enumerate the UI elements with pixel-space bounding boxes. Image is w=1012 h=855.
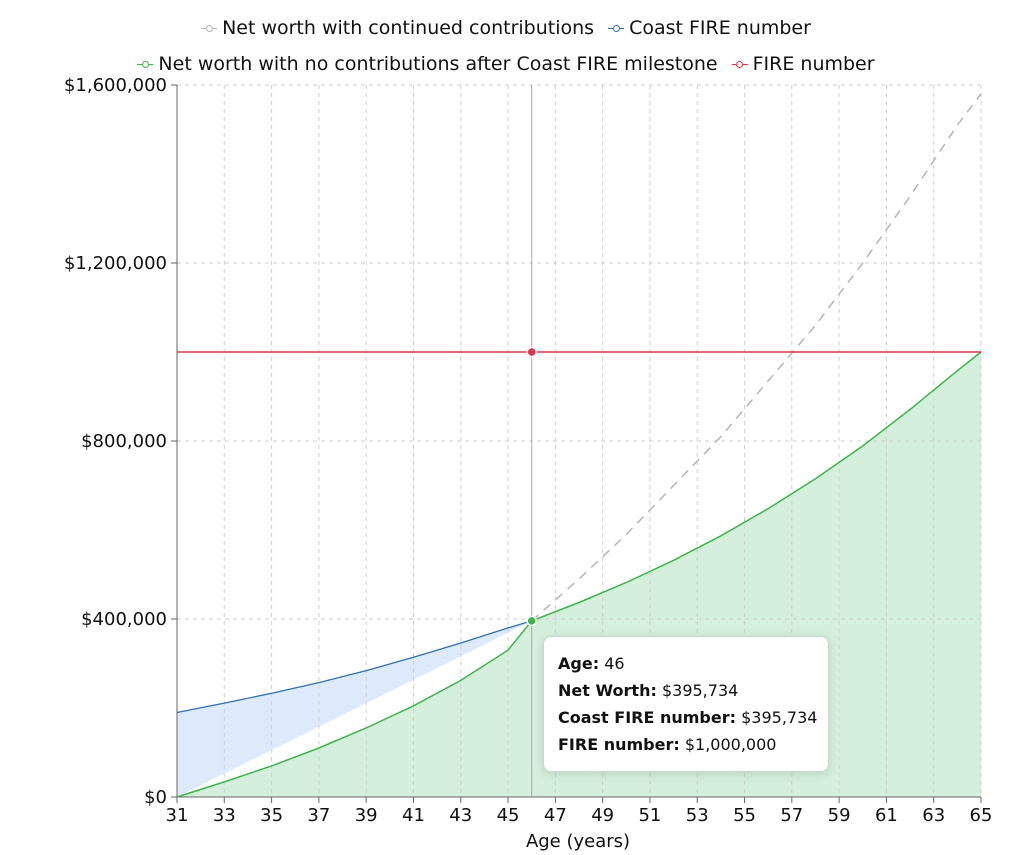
tooltip-coast-row: Coast FIRE number: $395,734 <box>558 704 828 731</box>
x-tick-label: 31 <box>166 805 189 826</box>
x-tick-label: 41 <box>402 805 425 826</box>
y-tick-label: $0 <box>144 787 167 808</box>
net-worth-no-contributions-line <box>176 351 982 798</box>
x-tick-label: 51 <box>638 805 661 826</box>
x-tick-label: 37 <box>307 805 330 826</box>
legend-label: Net worth with continued contributions <box>222 17 595 39</box>
x-tick-label: 53 <box>686 805 709 826</box>
coast-fire-line <box>176 620 532 714</box>
x-tick-label: 47 <box>544 805 567 826</box>
x-tick-label: 61 <box>875 805 898 826</box>
legend-item-no-contributions[interactable]: Net worth with no contributions after Co… <box>137 53 718 75</box>
y-tick-label: $1,600,000 <box>64 75 167 96</box>
tooltip-fire-label: FIRE number: <box>558 735 680 754</box>
x-tick-label: 43 <box>449 805 472 826</box>
legend-marker-icon <box>731 58 748 70</box>
legend-row-1: Net worth with continued contributions C… <box>0 17 1012 39</box>
hover-point <box>526 346 537 358</box>
x-tick-label: 39 <box>355 805 378 826</box>
tooltip-age-value: 46 <box>604 654 625 673</box>
continued-contributions-line <box>531 93 982 622</box>
legend-marker-icon <box>608 22 625 34</box>
y-tick-label: $400,000 <box>81 609 167 630</box>
legend-row-2: Net worth with no contributions after Co… <box>0 53 1012 75</box>
x-tick-label: 55 <box>733 805 756 826</box>
tooltip-fire-value: $1,000,000 <box>684 735 777 754</box>
y-tick-label: $1,200,000 <box>64 253 167 274</box>
legend-marker-icon <box>201 22 218 34</box>
x-tick-label: 63 <box>922 805 945 826</box>
legend-marker-icon <box>137 58 154 70</box>
tooltip-age-label: Age: <box>558 654 600 673</box>
hover-point <box>526 615 537 627</box>
legend-item-continued-contributions[interactable]: Net worth with continued contributions <box>201 17 594 39</box>
legend-label: Coast FIRE number <box>629 17 811 39</box>
legend-item-coast-fire[interactable]: Coast FIRE number <box>608 17 811 39</box>
tooltip-net-worth-value: $395,734 <box>661 681 739 700</box>
x-tick-label: 59 <box>828 805 851 826</box>
x-axis-title: Age (years) <box>526 831 630 852</box>
x-tick-label: 65 <box>970 805 993 826</box>
tooltip-fire-row: FIRE number: $1,000,000 <box>558 731 828 758</box>
tooltip-coast-label: Coast FIRE number: <box>558 708 737 727</box>
legend-label: Net worth with no contributions after Co… <box>158 53 718 75</box>
coast-fire-area <box>177 620 532 797</box>
x-tick-label: 33 <box>213 805 236 826</box>
y-tick-label: $800,000 <box>81 431 167 452</box>
x-tick-label: 35 <box>260 805 283 826</box>
tooltip-coast-value: $395,734 <box>741 708 818 727</box>
chart-tooltip: Age: 46 Net Worth: $395,734 Coast FIRE n… <box>543 636 829 772</box>
tooltip-net-worth-label: Net Worth: <box>558 681 657 700</box>
legend-item-fire-number[interactable]: FIRE number <box>731 53 875 75</box>
x-tick-label: 57 <box>780 805 803 826</box>
x-tick-label: 45 <box>497 805 520 826</box>
x-tick-label: 49 <box>591 805 614 826</box>
tooltip-age-row: Age: 46 <box>558 650 828 677</box>
legend-label: FIRE number <box>752 53 875 75</box>
tooltip-net-worth-row: Net Worth: $395,734 <box>558 677 828 704</box>
